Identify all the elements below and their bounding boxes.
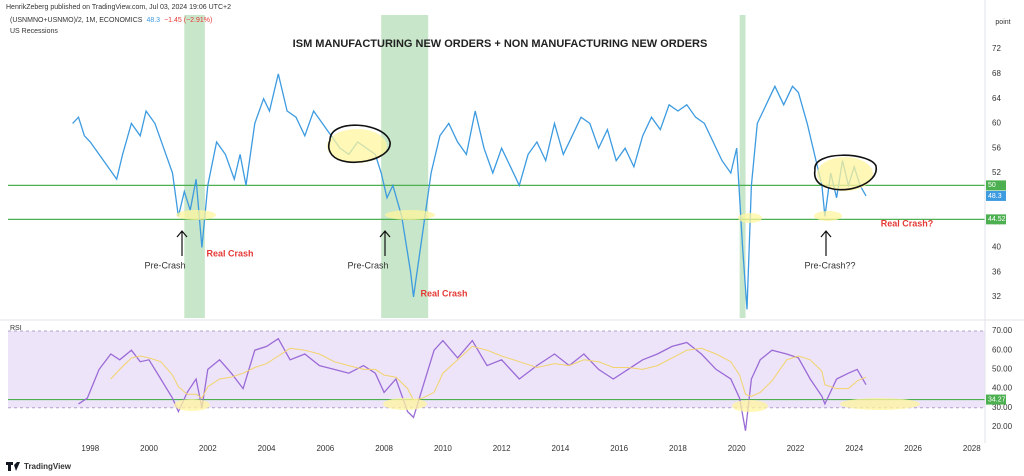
- symbol: (USNMNO+USNMO)/2, 1M, ECONOMICS: [10, 17, 143, 24]
- level-label: 44.52: [988, 216, 1006, 223]
- x-tick-label: 2010: [434, 444, 452, 453]
- annotation: Pre-Crash: [144, 260, 185, 270]
- annotation: Pre-Crash: [347, 260, 388, 270]
- publisher: HenrikZeberg published on TradingView.co…: [6, 4, 231, 11]
- rsi-title: RSI: [10, 325, 22, 332]
- x-tick-label: 2002: [199, 444, 217, 453]
- series-line: [72, 73, 867, 310]
- level-label-bg: [986, 180, 1006, 191]
- y-tick-label: 60: [992, 119, 1001, 128]
- recession-band: [184, 15, 205, 318]
- highlight: [383, 398, 427, 410]
- legend: (USNMNO+USNMO)/2, 1M, ECONOMICS 48.3 −1.45…: [10, 17, 212, 24]
- x-tick-label: 2014: [552, 444, 570, 453]
- y-tick-label: 68: [992, 69, 1001, 78]
- recessions-label: US Recessions: [10, 28, 58, 35]
- recession-band: [739, 15, 746, 318]
- chart-title: ISM MANUFACTURING NEW ORDERS + NON MANUF…: [293, 38, 708, 50]
- x-tick-label: 2028: [963, 444, 981, 453]
- hand-circles: [327, 124, 877, 191]
- x-tick-label: 2024: [845, 444, 863, 453]
- y-tick-label: 64: [992, 94, 1001, 103]
- highlight: [327, 129, 387, 163]
- y-tick-label: 40: [992, 242, 1001, 251]
- highlight: [176, 210, 216, 220]
- x-tick-label: 2022: [787, 444, 805, 453]
- y-tick-label: 20.00: [992, 422, 1013, 431]
- highlights: [174, 129, 920, 412]
- x-tick-label: 2000: [140, 444, 158, 453]
- arrows: [176, 230, 832, 256]
- highlight: [817, 157, 873, 191]
- arrow: [379, 230, 391, 256]
- x-tick-label: 2004: [258, 444, 276, 453]
- y-tick-label: 36: [992, 267, 1001, 276]
- y-tick-label: 56: [992, 143, 1001, 152]
- annotation: Real Crash: [206, 248, 253, 258]
- circle: [327, 124, 391, 164]
- change: −1.45 (−2.91%): [164, 17, 212, 24]
- level-label: 50: [988, 182, 996, 189]
- last-value-label: 48.3: [988, 193, 1002, 200]
- last-value: 48.3: [146, 17, 160, 24]
- x-tick-label: 2012: [493, 444, 511, 453]
- y-tick-label: 72: [992, 44, 1001, 53]
- x-tick-label: 1998: [81, 444, 99, 453]
- logo-mark: [6, 462, 20, 471]
- highlight: [840, 398, 920, 410]
- last-value-bg: [986, 190, 1006, 201]
- y-tick-label: 50.00: [992, 365, 1013, 374]
- highlight: [814, 211, 842, 221]
- x-tick-label: 2026: [904, 444, 922, 453]
- y-tick-label: 32: [992, 292, 1001, 301]
- highlight: [738, 213, 762, 223]
- level-label: 34.27: [988, 396, 1006, 403]
- annotation: Real Crash: [420, 288, 467, 298]
- x-tick-label: 2006: [316, 444, 334, 453]
- y-tick-label: 40.00: [992, 384, 1013, 393]
- x-tick-label: 2018: [669, 444, 687, 453]
- annotation: Pre-Crash??: [804, 260, 855, 270]
- series-line: [78, 337, 867, 431]
- arrow: [176, 230, 188, 256]
- y-tick-label: 30.00: [992, 403, 1013, 412]
- annotation: Real Crash?: [881, 218, 934, 228]
- y-tick-label: 60.00: [992, 345, 1013, 354]
- highlight: [385, 210, 435, 220]
- circle: [813, 154, 877, 191]
- arrow: [820, 230, 832, 256]
- x-tick-label: 2016: [610, 444, 628, 453]
- y-tick-label: 70.00: [992, 326, 1013, 335]
- highlight: [174, 399, 210, 411]
- x-tick-label: 2008: [375, 444, 393, 453]
- x-tick-label: 2020: [728, 444, 746, 453]
- series-line: [110, 345, 867, 401]
- logo-text: TradingView: [24, 462, 72, 471]
- y-tick-label: 52: [992, 168, 1001, 177]
- level-label-bg: [986, 214, 1006, 225]
- highlight: [732, 400, 768, 412]
- unit: point: [995, 19, 1010, 26]
- recession-band: [381, 15, 429, 318]
- logo: TradingView: [6, 462, 72, 471]
- level-label-bg: [986, 394, 1006, 405]
